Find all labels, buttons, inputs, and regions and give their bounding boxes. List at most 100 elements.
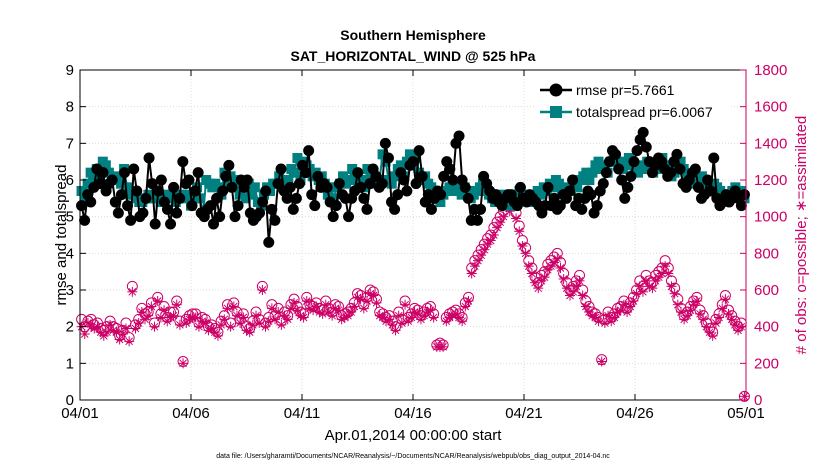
asterisk-stroke — [664, 269, 673, 278]
asterisk-stroke — [556, 264, 565, 272]
asterisk-stroke — [712, 319, 720, 327]
rmse-point — [410, 178, 422, 190]
totalspread-point — [100, 160, 111, 171]
rmse-point — [143, 152, 155, 164]
assimilated-obs-point — [120, 323, 131, 334]
rmse-point — [306, 189, 318, 201]
asterisk-stroke — [413, 309, 422, 318]
rmse-point — [327, 211, 339, 223]
assimilated-obs-point — [238, 312, 249, 323]
x-tick-label: 04/06 — [172, 405, 210, 422]
asterisk-stroke — [429, 313, 438, 322]
assimilated-obs-point — [469, 261, 480, 272]
assimilated-obs-point — [159, 305, 170, 316]
rmse-point — [229, 211, 241, 223]
assimilated-obs-point — [349, 301, 360, 312]
x-tick-label: 05/01 — [727, 405, 765, 422]
assimilated-obs-point — [714, 312, 725, 323]
assimilated-obs-point — [225, 321, 236, 332]
asterisk-stroke — [470, 262, 479, 271]
assimilated-obs-point — [257, 285, 268, 295]
asterisk-stroke — [131, 324, 140, 333]
asterisk-stroke — [639, 287, 647, 296]
assimilated-obs-point — [355, 294, 366, 305]
rmse-point — [79, 214, 91, 226]
assimilated-obs-point — [362, 296, 373, 306]
assimilated-obs-point — [219, 314, 230, 325]
assimilated-obs-point — [495, 217, 506, 228]
totalspread-point — [639, 164, 650, 174]
chart-subtitle: SAT_HORIZONTAL_WIND @ 525 hPa — [291, 48, 536, 64]
rmse-point — [435, 189, 447, 201]
totalspread-point — [599, 160, 610, 171]
assimilated-obs-point — [701, 321, 712, 332]
rmse-point — [671, 148, 683, 160]
asterisk-stroke — [496, 218, 505, 227]
asterisk-stroke — [217, 320, 225, 329]
asterisk-stroke — [575, 276, 584, 285]
series-layer — [76, 126, 750, 402]
assimilated-obs-point — [466, 268, 477, 279]
asterisk-stroke — [356, 295, 365, 304]
rmse-point — [85, 196, 97, 208]
asterisk-stroke — [581, 302, 590, 311]
rmse-point — [119, 167, 131, 179]
rmse-point — [640, 141, 652, 153]
rmse-point — [149, 218, 161, 230]
rmse-point — [674, 163, 686, 175]
assimilated-obs-point — [710, 318, 721, 328]
series-assimilated — [76, 198, 750, 402]
asterisk-stroke — [515, 227, 524, 236]
assimilated-obs-point — [729, 319, 740, 330]
y-tick-label: 0 — [66, 392, 74, 409]
rmse-point — [293, 178, 305, 190]
x-tick-label: 04/11 — [284, 405, 320, 422]
assimilated-obs-point — [285, 303, 296, 314]
asterisk-stroke — [369, 291, 378, 300]
rmse-point — [312, 170, 324, 182]
rmse-point — [330, 200, 342, 212]
rmse-point — [223, 159, 235, 171]
assimilated-obs-point — [622, 307, 633, 317]
asterisk-stroke — [620, 300, 628, 309]
asterisk-stroke — [160, 306, 168, 315]
assimilated-obs-point — [485, 235, 496, 246]
asterisk-stroke — [214, 331, 222, 340]
asterisk-stroke — [150, 322, 159, 331]
y-tick-label: 8 — [66, 99, 74, 116]
rmse-point — [260, 185, 272, 197]
asterisk-stroke — [157, 313, 165, 322]
assimilated-obs-point — [101, 327, 112, 338]
assimilated-obs-point — [609, 312, 620, 323]
assimilated-obs-point — [270, 314, 281, 325]
assimilated-obs-point — [292, 305, 303, 316]
asterisk-stroke — [461, 302, 470, 311]
y-tick-label: 5 — [66, 209, 74, 226]
asterisk-stroke — [229, 302, 238, 311]
assimilated-obs-point — [492, 222, 503, 233]
rmse-point — [254, 207, 266, 219]
asterisk-stroke — [118, 330, 127, 338]
rmse-point — [155, 174, 167, 186]
rmse-point — [343, 211, 355, 223]
asterisk-stroke — [391, 326, 400, 335]
rmse-point — [186, 200, 198, 212]
asterisk-stroke — [648, 284, 657, 293]
assimilated-obs-point — [479, 244, 490, 255]
asterisk-stroke — [293, 306, 302, 315]
legend-rmse-marker — [549, 83, 563, 97]
asterisk-stroke — [480, 245, 489, 254]
assimilated-obs-point — [117, 329, 128, 339]
rmse-point — [189, 185, 201, 197]
totalspread-point — [581, 167, 592, 178]
rmse-point — [183, 174, 195, 186]
asterisk-stroke — [271, 315, 279, 324]
y-tick-label: 6 — [66, 172, 74, 189]
asterisk-stroke — [499, 212, 508, 221]
asterisk-stroke — [486, 236, 495, 245]
assimilated-obs-point — [235, 318, 246, 328]
assimilated-obs-point — [371, 297, 382, 308]
asterisk-stroke — [493, 223, 501, 232]
asterisk-stroke — [359, 304, 368, 313]
asterisk-stroke — [296, 311, 305, 320]
